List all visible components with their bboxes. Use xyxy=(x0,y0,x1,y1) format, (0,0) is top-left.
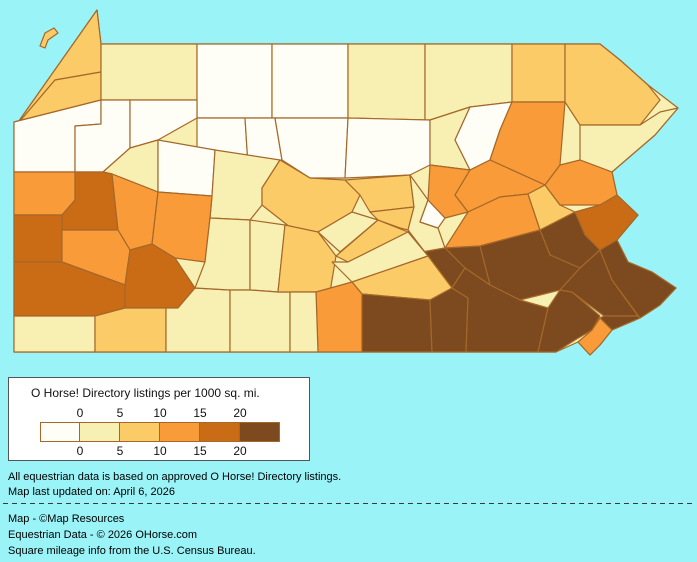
credit-map: Map - ©Map Resources xyxy=(8,513,125,525)
county-wayne xyxy=(564,43,661,126)
legend-swatch-level-4 xyxy=(200,422,240,442)
legend-swatch-level-5 xyxy=(240,422,280,442)
footnote-last-updated: Map last updated on: April 6, 2026 xyxy=(8,486,175,498)
county-york xyxy=(429,287,469,353)
legend-tick-label: 20 xyxy=(233,406,247,420)
legend-tick-label: 15 xyxy=(193,406,207,420)
legend-tick-label: 15 xyxy=(193,444,207,458)
credit-equestrian-data: Equestrian Data - © 2026 OHorse.com xyxy=(8,529,198,541)
footnote-data-source: All equestrian data is based on approved… xyxy=(8,471,342,483)
county-snyder xyxy=(369,206,415,231)
county-lycoming xyxy=(344,117,431,179)
county-monroe xyxy=(544,159,618,206)
county-fulton xyxy=(289,291,319,353)
legend-tick-label: 10 xyxy=(153,406,167,420)
county-tioga xyxy=(347,43,426,121)
county-philadelphia xyxy=(599,315,641,331)
county-forest xyxy=(129,99,198,149)
county-beaver xyxy=(13,214,63,263)
county-bedford xyxy=(229,289,291,353)
legend-swatch-level-2 xyxy=(120,422,160,442)
legend-box: O Horse! Directory listings per 1000 sq.… xyxy=(8,377,310,461)
county-carbon xyxy=(527,184,576,231)
legend-tick-label: 0 xyxy=(76,406,84,420)
county-delaware xyxy=(577,317,613,356)
legend-swatch-level-3 xyxy=(160,422,200,442)
legend-color-ramp xyxy=(40,422,280,442)
legend-ticks-bottom: 0 5 10 15 20 xyxy=(40,444,280,458)
legend-swatch-level-0 xyxy=(40,422,80,442)
county-clinton xyxy=(274,117,349,179)
county-franklin xyxy=(315,281,363,353)
credits: Map - ©Map Resources Equestrian Data - ©… xyxy=(8,511,256,559)
legend-tick-label: 0 xyxy=(76,444,84,458)
county-lawrence xyxy=(13,171,76,216)
county-huntingdon xyxy=(277,224,337,293)
presque-isle-peninsula xyxy=(39,27,59,49)
legend-tick-label: 10 xyxy=(153,444,167,458)
legend-ticks-top: 0 5 10 15 20 xyxy=(40,406,280,420)
legend-swatch-level-1 xyxy=(80,422,120,442)
county-fayette xyxy=(94,307,167,353)
county-jefferson xyxy=(157,139,216,197)
county-warren xyxy=(100,43,198,101)
county-potter xyxy=(271,43,349,119)
county-adams xyxy=(361,293,433,353)
footnotes: All equestrian data is based on approved… xyxy=(8,470,341,500)
county-greene xyxy=(13,315,96,353)
legend-title: O Horse! Directory listings per 1000 sq.… xyxy=(31,386,260,400)
credit-square-mileage: Square mileage info from the U.S. Census… xyxy=(8,545,256,557)
county-mckean xyxy=(196,43,273,119)
county-bucks xyxy=(599,239,677,319)
legend-tick-label: 5 xyxy=(116,406,124,420)
legend-tick-label: 20 xyxy=(233,444,247,458)
county-perry xyxy=(331,231,429,283)
legend-tick-label: 5 xyxy=(116,444,124,458)
county-susquehanna xyxy=(511,43,566,103)
dashed-separator xyxy=(3,503,695,504)
